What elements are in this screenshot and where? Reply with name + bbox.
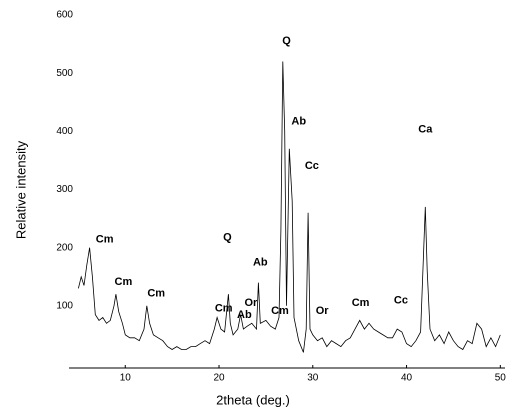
annotation: Or	[316, 305, 330, 317]
x-axis-label: 2theta (deg.)	[216, 392, 290, 407]
data-line	[78, 61, 501, 353]
y-tick-label: 400	[56, 126, 73, 137]
y-tick-label: 100	[56, 300, 73, 311]
annotation: Cm	[147, 288, 165, 300]
annotation: Ab	[253, 257, 268, 269]
annotation: Cm	[96, 233, 114, 245]
annotation: Cm	[271, 305, 289, 317]
annotation: Cc	[305, 160, 319, 172]
x-tick-label: 50	[495, 373, 507, 384]
y-tick-label: 200	[56, 242, 73, 253]
annotation: Cm	[115, 276, 133, 288]
annotation: Cc	[394, 295, 408, 307]
annotation: Ca	[418, 123, 433, 135]
annotation: Or	[244, 297, 258, 309]
annotation: Ab	[237, 309, 252, 321]
annotation: Cm	[352, 297, 370, 309]
y-tick-label: 300	[56, 184, 73, 195]
annotation: Ab	[291, 115, 306, 127]
annotation: Cm	[215, 303, 233, 315]
x-tick-label: 10	[120, 373, 132, 384]
annotation: Q	[282, 35, 291, 47]
x-tick-label: 30	[307, 373, 319, 384]
annotation: Q	[223, 232, 232, 244]
x-tick-label: 40	[401, 373, 413, 384]
y-axis-label: Relative intensity	[13, 140, 28, 239]
y-tick-label: 600	[56, 10, 73, 21]
x-tick-label: 20	[213, 373, 225, 384]
y-tick-label: 500	[56, 68, 73, 79]
